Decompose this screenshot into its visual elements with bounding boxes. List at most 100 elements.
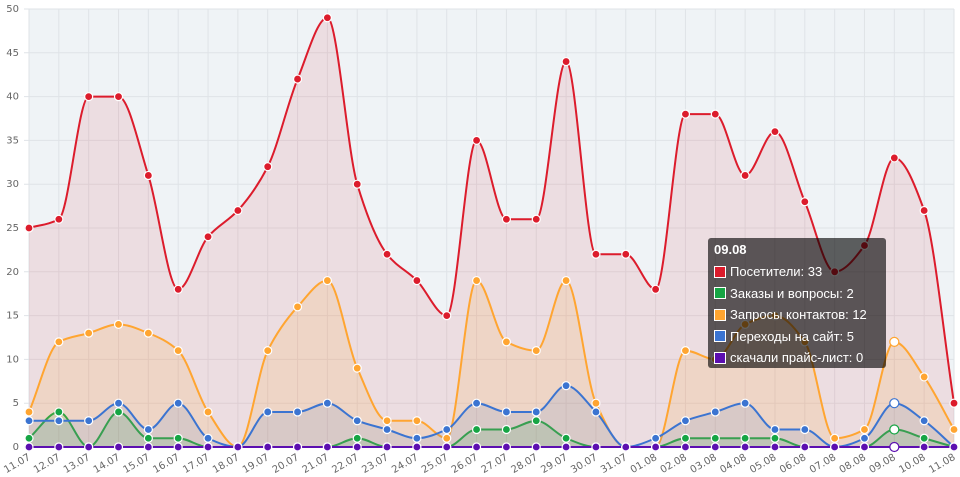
data-point-price-list bbox=[143, 442, 153, 452]
y-tick-label: 15 bbox=[6, 311, 19, 322]
x-tick-label: 03.08 bbox=[688, 452, 718, 476]
tooltip-swatch-site-visits bbox=[714, 330, 726, 343]
data-point-site-visits bbox=[322, 398, 332, 408]
data-point-site-visits bbox=[651, 433, 661, 443]
data-point-visitors bbox=[292, 74, 303, 84]
data-point-visitors bbox=[501, 214, 512, 224]
data-point-price-list bbox=[263, 442, 273, 452]
data-point-price-list bbox=[770, 442, 780, 452]
x-tick-label: 16.07 bbox=[151, 452, 181, 476]
data-point-price-list bbox=[113, 442, 124, 452]
data-point-contacts bbox=[263, 346, 273, 356]
tooltip-label-price-list: скачали прайс-лист: 0 bbox=[730, 350, 864, 366]
data-point-contacts bbox=[830, 433, 840, 443]
data-point-orders bbox=[770, 433, 780, 443]
data-point-site-visits bbox=[501, 407, 512, 417]
data-point-site-visits bbox=[889, 398, 900, 409]
tooltip-row-price-list: скачали прайс-лист: 0 bbox=[714, 347, 880, 369]
data-point-visitors bbox=[263, 162, 273, 172]
y-tick-label: 50 bbox=[6, 4, 19, 15]
data-point-price-list bbox=[800, 442, 810, 452]
data-point-visitors bbox=[113, 91, 124, 102]
data-point-visitors bbox=[621, 249, 631, 259]
x-tick-label: 09.08 bbox=[868, 452, 898, 476]
data-point-site-visits bbox=[113, 398, 124, 408]
x-tick-label: 20.07 bbox=[271, 452, 301, 476]
y-tick-label: 20 bbox=[6, 267, 19, 278]
data-point-site-visits bbox=[173, 398, 183, 408]
data-point-site-visits bbox=[382, 424, 392, 435]
data-point-price-list bbox=[680, 442, 691, 452]
data-point-orders bbox=[501, 424, 512, 435]
data-point-orders bbox=[173, 433, 183, 443]
data-point-visitors bbox=[412, 275, 422, 286]
x-tick-label: 02.08 bbox=[659, 452, 689, 476]
data-point-contacts bbox=[591, 398, 601, 408]
tooltip-label-visitors: Посетители: 33 bbox=[730, 264, 823, 280]
data-point-orders bbox=[710, 433, 720, 443]
data-point-visitors bbox=[24, 223, 34, 233]
data-point-price-list bbox=[889, 441, 900, 453]
data-point-contacts bbox=[889, 336, 900, 347]
y-tick-label: 45 bbox=[6, 48, 19, 59]
data-point-contacts bbox=[382, 416, 392, 426]
x-tick-label: 11.08 bbox=[927, 452, 957, 476]
x-tick-label: 05.08 bbox=[748, 452, 778, 476]
data-point-site-visits bbox=[203, 433, 213, 443]
data-point-site-visits bbox=[84, 416, 94, 426]
x-tick-label: 12.07 bbox=[32, 452, 62, 476]
tooltip-swatch-price-list bbox=[714, 351, 726, 364]
data-point-visitors bbox=[203, 232, 213, 242]
data-point-contacts bbox=[54, 337, 64, 347]
x-tick-label: 22.07 bbox=[330, 452, 360, 476]
data-point-contacts bbox=[561, 275, 571, 286]
y-tick-label: 0 bbox=[13, 442, 19, 453]
data-point-price-list bbox=[173, 442, 183, 452]
data-point-contacts bbox=[203, 407, 213, 417]
data-point-price-list bbox=[561, 442, 571, 452]
data-point-visitors bbox=[710, 109, 720, 119]
x-tick-label: 01.08 bbox=[629, 452, 659, 476]
data-point-contacts bbox=[84, 328, 94, 338]
data-point-contacts bbox=[24, 407, 34, 417]
data-point-site-visits bbox=[740, 398, 750, 408]
data-point-price-list bbox=[531, 442, 541, 452]
data-point-visitors bbox=[471, 135, 482, 145]
data-point-orders bbox=[680, 433, 691, 443]
data-point-contacts bbox=[352, 363, 362, 373]
data-point-orders bbox=[352, 433, 362, 443]
x-tick-label: 18.07 bbox=[211, 452, 241, 476]
data-point-contacts bbox=[531, 346, 541, 356]
data-point-orders bbox=[919, 433, 929, 443]
data-point-orders bbox=[740, 433, 750, 443]
data-point-price-list bbox=[710, 442, 720, 452]
data-point-price-list bbox=[859, 442, 870, 452]
data-point-contacts bbox=[859, 424, 870, 435]
tooltip-row-contacts: Запросы контактов: 12 bbox=[714, 304, 880, 326]
tooltip: 09.08 Посетители: 33 Заказы и вопросы: 2… bbox=[708, 238, 886, 368]
x-tick-label: 07.08 bbox=[808, 452, 838, 476]
tooltip-row-orders: Заказы и вопросы: 2 bbox=[714, 283, 880, 305]
data-point-site-visits bbox=[531, 407, 541, 417]
x-tick-label: 06.08 bbox=[778, 452, 808, 476]
data-point-site-visits bbox=[143, 424, 153, 435]
x-tick-label: 14.07 bbox=[92, 452, 122, 476]
data-point-visitors bbox=[919, 205, 929, 216]
x-tick-label: 04.08 bbox=[718, 452, 748, 476]
data-point-price-list bbox=[292, 442, 303, 452]
data-point-price-list bbox=[949, 442, 959, 452]
data-point-visitors bbox=[591, 249, 601, 259]
data-point-contacts bbox=[442, 433, 452, 443]
series-area-contacts bbox=[29, 280, 954, 447]
data-point-visitors bbox=[531, 214, 541, 224]
data-point-contacts bbox=[949, 424, 959, 435]
data-point-contacts bbox=[143, 328, 153, 338]
x-tick-label: 30.07 bbox=[569, 452, 599, 476]
data-point-price-list bbox=[501, 442, 512, 452]
x-tick-label: 13.07 bbox=[62, 452, 92, 476]
data-point-site-visits bbox=[800, 424, 810, 435]
tooltip-swatch-orders bbox=[714, 287, 726, 300]
data-point-orders bbox=[24, 433, 34, 443]
data-point-visitors bbox=[173, 284, 183, 294]
